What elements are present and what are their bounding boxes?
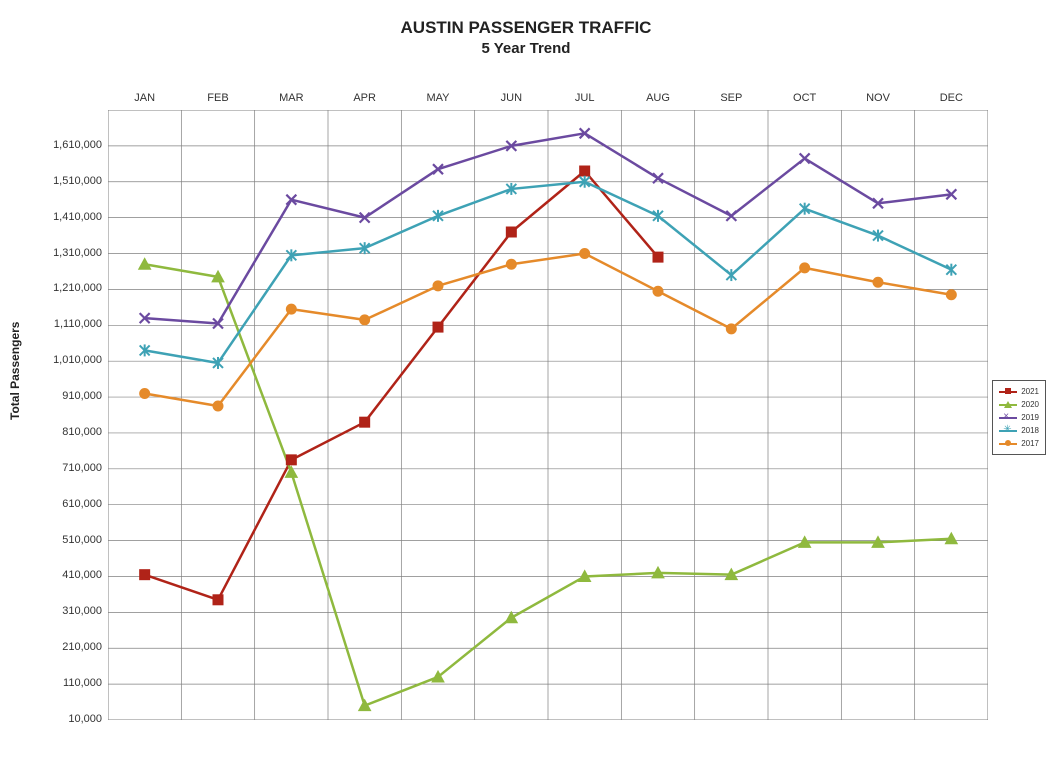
y-tick-label: 810,000 [42,426,102,438]
y-tick-label: 710,000 [42,462,102,474]
legend-swatch-icon [999,388,1017,396]
y-tick-label: 1,310,000 [42,247,102,259]
y-tick-label: 1,410,000 [42,211,102,223]
y-tick-label: 410,000 [42,569,102,581]
x-tick-label: JUN [491,92,531,104]
y-tick-label: 210,000 [42,641,102,653]
x-tick-label: AUG [638,92,678,104]
y-axis-title: Total Passengers [8,322,22,420]
chart-page: AUSTIN PASSENGER TRAFFIC 5 Year Trend To… [0,0,1052,757]
legend-item-2020: 2020 [999,398,1039,411]
legend-label: 2018 [1021,426,1039,435]
x-tick-label: JAN [125,92,165,104]
y-tick-label: 1,010,000 [42,354,102,366]
y-tick-label: 310,000 [42,605,102,617]
legend-label: 2020 [1021,400,1039,409]
y-tick-label: 10,000 [42,713,102,725]
legend-label: 2017 [1021,439,1039,448]
legend-label: 2019 [1021,413,1039,422]
y-tick-label: 1,110,000 [42,318,102,330]
legend-swatch-icon [999,401,1017,409]
chart-subtitle: 5 Year Trend [0,40,1052,57]
x-tick-label: NOV [858,92,898,104]
x-tick-label: MAY [418,92,458,104]
x-tick-label: OCT [785,92,825,104]
x-tick-label: DEC [931,92,971,104]
line-chart [108,110,988,720]
legend-swatch-icon [999,440,1017,448]
y-tick-label: 910,000 [42,390,102,402]
legend-label: 2021 [1021,387,1039,396]
y-tick-label: 110,000 [42,677,102,689]
x-tick-label: SEP [711,92,751,104]
y-tick-label: 610,000 [42,498,102,510]
y-tick-label: 1,610,000 [42,139,102,151]
x-tick-label: APR [345,92,385,104]
y-tick-label: 1,210,000 [42,282,102,294]
legend-swatch-icon: × [999,414,1017,422]
x-tick-label: FEB [198,92,238,104]
x-tick-label: JUL [565,92,605,104]
y-tick-label: 510,000 [42,534,102,546]
legend: 2021 2020 × 2019 ✳ 2018 2017 [992,380,1046,455]
legend-swatch-icon: ✳ [999,427,1017,435]
y-tick-label: 1,510,000 [42,175,102,187]
legend-item-2021: 2021 [999,385,1039,398]
chart-title: AUSTIN PASSENGER TRAFFIC [0,18,1052,38]
x-tick-label: MAR [271,92,311,104]
legend-item-2017: 2017 [999,437,1039,450]
legend-item-2018: ✳ 2018 [999,424,1039,437]
title-block: AUSTIN PASSENGER TRAFFIC 5 Year Trend [0,18,1052,57]
legend-item-2019: × 2019 [999,411,1039,424]
